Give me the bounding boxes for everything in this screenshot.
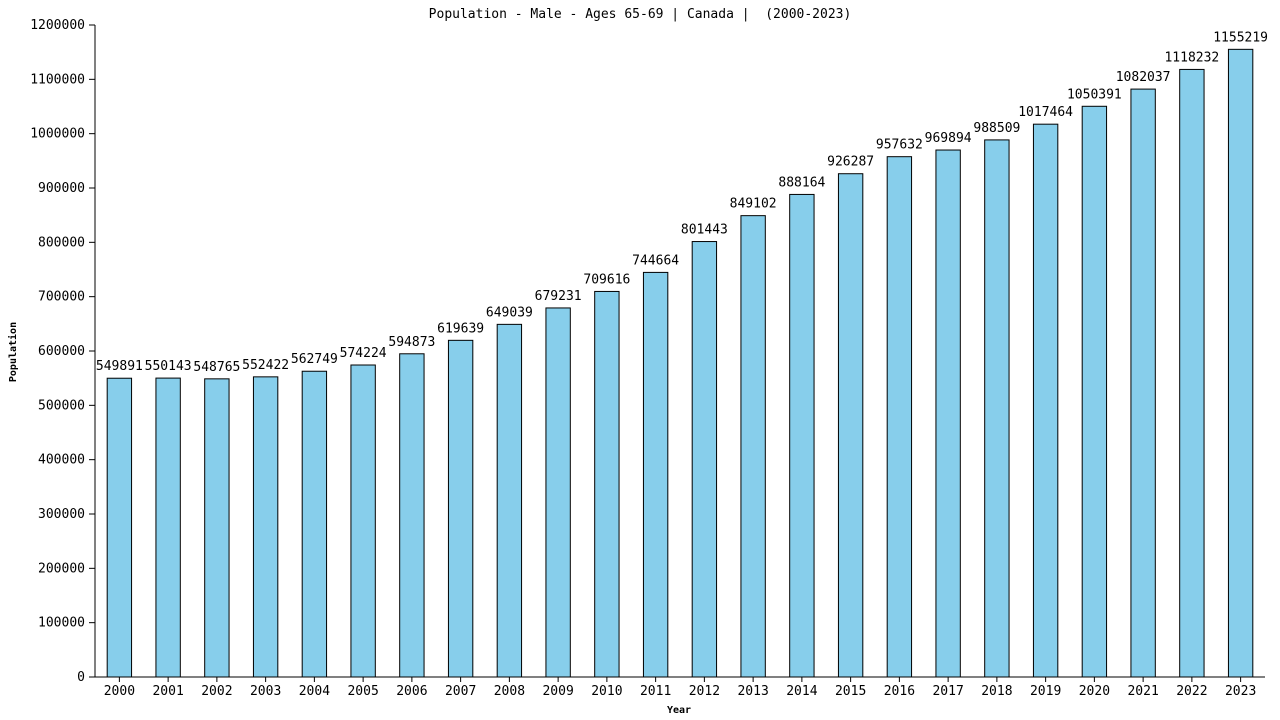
x-tick-label: 2007 [445,684,476,699]
x-tick-label: 2023 [1225,684,1256,699]
y-tick-label: 300000 [38,507,85,522]
y-axis-ticks: 0 100000 200000 300000 400000 500000 600000 700… [30,18,95,685]
data-label-2023: 1155219 [1213,30,1268,45]
bar-2006 [399,353,425,678]
data-label-2019: 1017464 [1018,105,1073,120]
x-tick-label: 2003 [250,684,281,699]
x-tick-label: 2004 [299,684,330,699]
x-tick-label: 2001 [152,684,183,699]
bar-2021 [1130,88,1156,678]
bar-2010 [594,290,620,678]
data-label-2022: 1118232 [1164,50,1219,65]
y-tick-label: 1200000 [30,18,85,33]
bar-2003 [252,376,279,678]
y-tick-label: 600000 [38,344,85,359]
x-tick-label: 2009 [542,684,573,699]
x-tick-label: 2020 [1079,684,1110,699]
data-label-2005: 574224 [340,346,387,361]
bar-2007 [447,339,474,678]
x-tick-label: 2008 [494,684,525,699]
x-tick-label: 2012 [689,684,720,699]
x-tick-label: 2002 [201,684,232,699]
data-label-2001: 550143 [145,359,192,374]
data-label-2020: 1050391 [1067,87,1122,102]
data-label-2000: 549891 [96,359,143,374]
x-tick-label: 2000 [104,684,135,699]
x-axis-label: Year [667,705,691,716]
y-tick-label: 0 [77,670,85,685]
bar-2016 [886,156,913,678]
y-tick-label: 800000 [38,235,85,250]
value-labels-group: 549891 550143 548765 552422 562749 5742245948… [96,30,1268,375]
y-tick-label: 500000 [38,398,85,413]
data-label-2011: 744664 [632,253,679,268]
chart-title: Population - Male - Ages 65-69 | Canada … [429,7,852,22]
y-tick-label: 900000 [38,181,85,196]
x-tick-label: 2015 [835,684,866,699]
data-label-2021: 1082037 [1116,70,1171,85]
data-label-2007: 619639 [437,321,484,336]
data-label-2004: 562749 [291,352,338,367]
data-label-2016: 957632 [876,138,923,153]
bar-2005 [350,364,376,678]
bar-2022 [1179,68,1205,678]
y-tick-label: 1100000 [30,72,85,87]
bar-2011 [642,271,669,678]
bar-2004 [301,370,328,678]
data-label-2013: 849102 [730,197,777,212]
y-axis-label: Population [7,322,19,382]
data-label-2017: 969894 [925,131,972,146]
y-tick-label: 100000 [38,616,85,631]
bars-group [106,48,1254,678]
bar-2001 [155,377,181,678]
y-tick-label: 1000000 [30,127,85,142]
data-label-2002: 548765 [193,360,240,375]
x-axis-ticks: 2000 2001 2002 2003 2004 2005 2006 2007 2008 2009… [104,677,1256,699]
data-label-2015: 926287 [827,155,874,170]
bar-2015 [837,173,864,678]
bar-2002 [204,378,230,678]
x-tick-label: 2013 [737,684,768,699]
x-tick-label: 2016 [884,684,915,699]
data-label-2008: 649039 [486,305,533,320]
bar-2012 [691,241,718,678]
x-tick-label: 2021 [1127,684,1158,699]
data-label-2009: 679231 [535,289,582,304]
data-label-2014: 888164 [778,175,825,190]
bar-2009 [545,307,571,678]
y-tick-label: 700000 [38,290,85,305]
bar-2013 [740,215,766,678]
bar-2023 [1227,48,1254,678]
bar-2014 [789,193,815,678]
data-label-2010: 709616 [583,272,630,287]
x-tick-label: 2018 [981,684,1012,699]
x-tick-label: 2006 [396,684,427,699]
x-tick-label: 2014 [786,684,817,699]
bar-2000 [106,377,133,678]
data-label-2003: 552422 [242,358,289,373]
bar-2020 [1081,105,1108,678]
y-tick-label: 200000 [38,561,85,576]
data-label-2006: 594873 [388,335,435,350]
x-tick-label: 2017 [932,684,963,699]
x-tick-label: 2022 [1176,684,1207,699]
y-tick-label: 400000 [38,453,85,468]
bar-2008 [496,323,523,678]
data-label-2012: 801443 [681,223,728,238]
bar-2019 [1032,123,1059,678]
x-tick-label: 2011 [640,684,671,699]
bar-2018 [984,139,1010,678]
bar-2017 [935,149,961,678]
x-tick-label: 2010 [591,684,622,699]
data-label-2018: 988509 [973,121,1020,136]
x-tick-label: 2019 [1030,684,1061,699]
x-tick-label: 2005 [347,684,378,699]
